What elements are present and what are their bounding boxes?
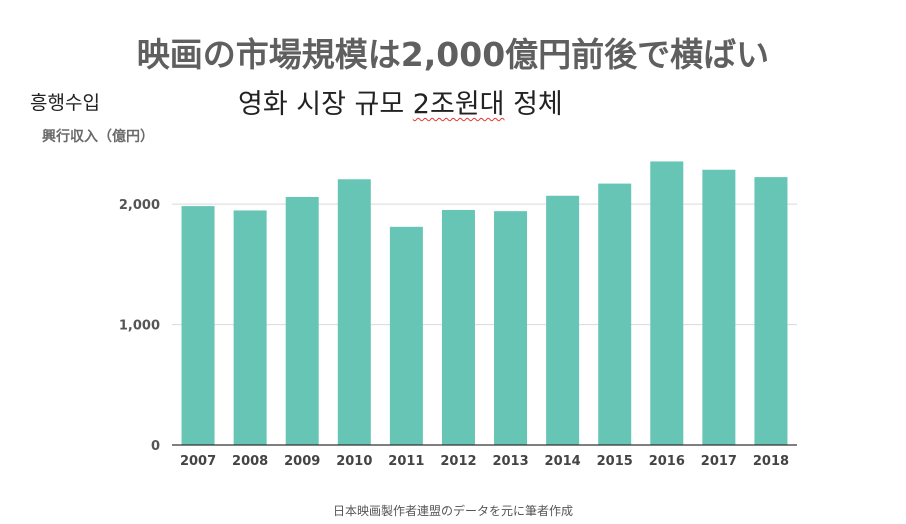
korean-side-label: 흥행수입 xyxy=(30,92,100,114)
bar-2017 xyxy=(702,169,736,445)
y-tick-label-0: 0 xyxy=(151,439,160,454)
x-tick-label-2016: 2016 xyxy=(649,454,685,469)
korean-subtitle-part2: 2조원대 xyxy=(412,89,505,120)
y-axis-label: 興行収入（億円） xyxy=(42,129,154,145)
x-tick-label-2010: 2010 xyxy=(336,454,372,469)
x-tick-label-2013: 2013 xyxy=(492,454,528,469)
bar-2009 xyxy=(285,196,319,445)
x-tick-label-2008: 2008 xyxy=(232,454,268,469)
bar-2015 xyxy=(598,183,632,445)
x-tick-label-2018: 2018 xyxy=(753,454,789,469)
y-tick-label-2: 2,000 xyxy=(119,198,160,213)
source-note: 日本映画製作者連盟のデータを元に筆者作成 xyxy=(332,504,573,518)
x-tick-label-2011: 2011 xyxy=(388,454,424,469)
x-tick-label-2012: 2012 xyxy=(440,454,476,469)
bar-2016 xyxy=(650,161,684,445)
chart-title: 映画の市場規模は2,000億円前後で横ばい xyxy=(136,35,770,74)
x-tick-label-2015: 2015 xyxy=(597,454,633,469)
x-tick-label-2017: 2017 xyxy=(701,454,737,469)
korean-subtitle-part3: 정체 xyxy=(504,89,563,120)
bar-2014 xyxy=(546,195,580,445)
korean-subtitle-part1: 영화 시장 규모 xyxy=(238,89,413,120)
x-tick-label-2009: 2009 xyxy=(284,454,320,469)
x-tick-label-2014: 2014 xyxy=(545,454,581,469)
bar-2007 xyxy=(181,206,215,445)
x-tick-label-2007: 2007 xyxy=(180,454,216,469)
bar-2012 xyxy=(441,209,475,445)
bar-2013 xyxy=(494,211,528,445)
bar-2018 xyxy=(754,177,788,445)
bar-2008 xyxy=(233,210,267,445)
korean-subtitle: 영화 시장 규모 2조원대 정체 xyxy=(238,82,563,121)
y-tick-label-1: 1,000 xyxy=(119,319,160,334)
bar-2010 xyxy=(337,179,371,445)
bar-2011 xyxy=(389,226,423,445)
